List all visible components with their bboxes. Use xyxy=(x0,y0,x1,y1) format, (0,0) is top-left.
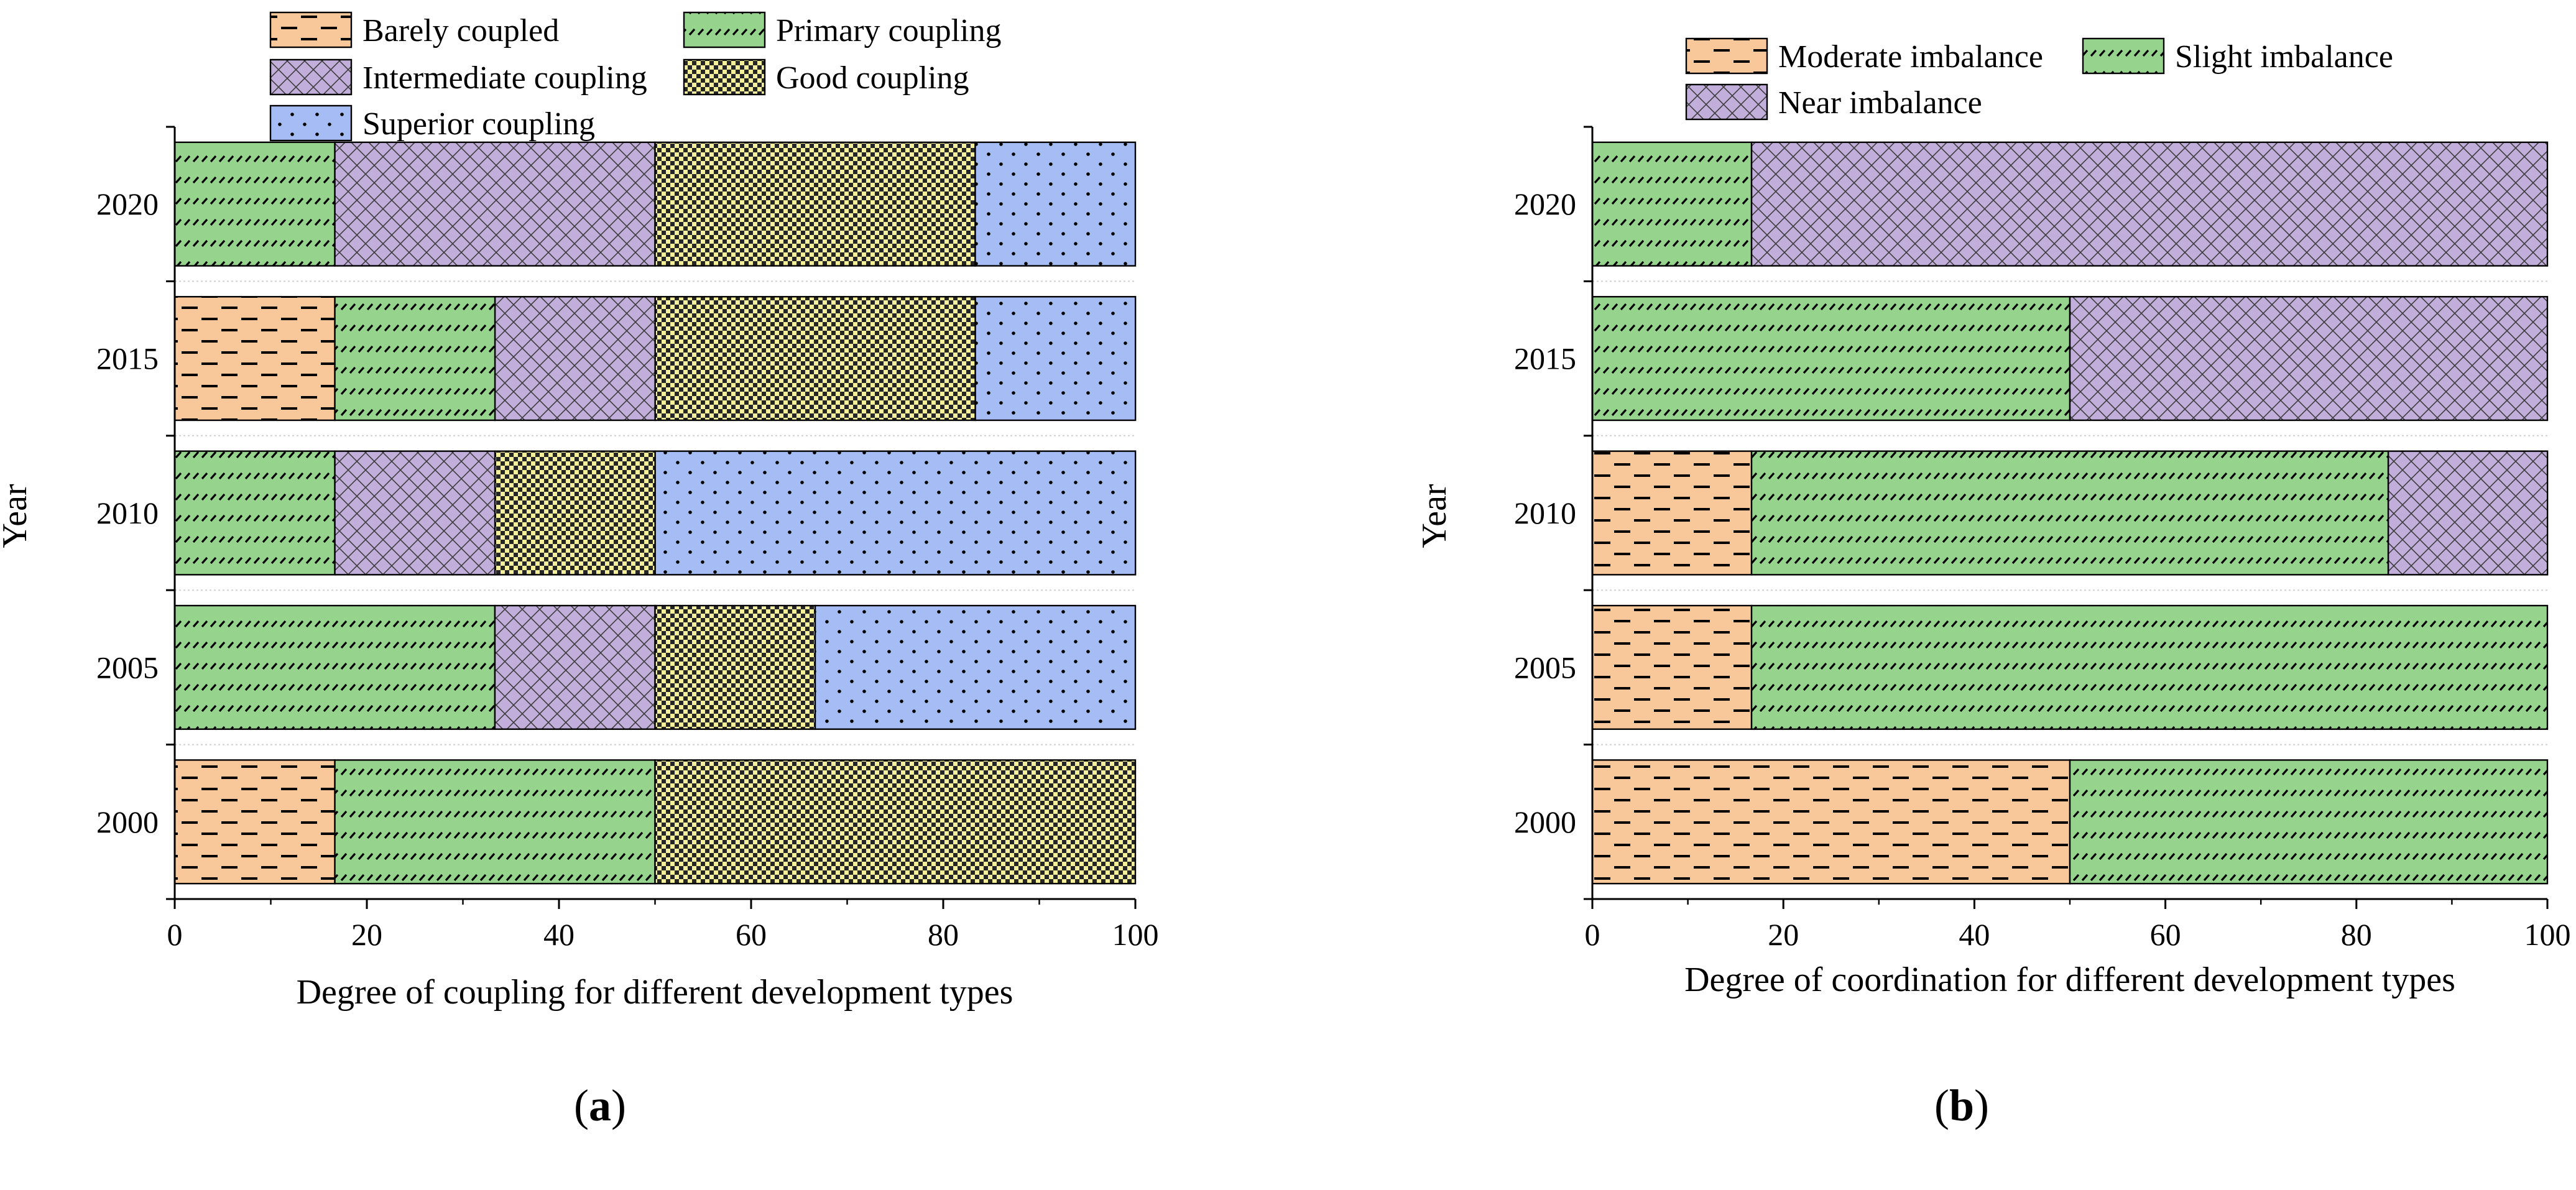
x-tick-label-40: 40 xyxy=(543,917,575,952)
legend-swatch-slight-imbalance xyxy=(2082,37,2165,75)
x-tick-label-40: 40 xyxy=(1959,917,1990,952)
legend-label-near-imbalance: Near imbalance xyxy=(1778,85,1982,121)
x-tick-label-20: 20 xyxy=(351,917,382,952)
legend-label-moderate-imbalance: Moderate imbalance xyxy=(1778,39,2043,75)
x-tick-label-20: 20 xyxy=(1768,917,1799,952)
legend: Barely coupled Primary coupling Intermedia… xyxy=(269,11,1002,142)
bar-primary-coupling-2020 xyxy=(173,141,336,267)
y-axis-title: Year xyxy=(0,484,34,548)
bar-intermediate-coupling-2005 xyxy=(494,604,656,730)
legend-swatch-barely-coupled xyxy=(269,11,353,48)
y-tick-label-2010: 2010 xyxy=(1514,496,1576,530)
bar-intermediate-coupling-2020 xyxy=(334,141,656,267)
legend-swatch-moderate-imbalance xyxy=(1685,37,1768,75)
y-tick-label-2020: 2020 xyxy=(96,187,159,221)
y-tick-label-2020: 2020 xyxy=(1514,187,1576,221)
legend-swatch-near-imbalance xyxy=(1685,83,1768,121)
bar-barely-coupled-2000 xyxy=(173,759,336,885)
bar-intermediate-coupling-2015 xyxy=(494,296,656,422)
bar-primary-coupling-2005 xyxy=(173,604,496,730)
legend-label-barely-coupled: Barely coupled xyxy=(362,13,559,48)
legend-label-superior-coupling: Superior coupling xyxy=(362,106,595,142)
y-tick-label-2005: 2005 xyxy=(96,650,159,685)
bar-good-coupling-2000 xyxy=(654,759,1137,885)
legend-swatch-good-coupling xyxy=(683,58,766,96)
x-tick-label-100: 100 xyxy=(2524,917,2571,952)
legend-label-good-coupling: Good coupling xyxy=(776,60,969,96)
bar-primary-coupling-2000 xyxy=(334,759,656,885)
y-tick-label-2000: 2000 xyxy=(1514,805,1576,839)
legend-label-intermediate-coupling: Intermediate coupling xyxy=(362,60,647,96)
y-tick-label-2015: 2015 xyxy=(1514,341,1576,376)
bar-barely-coupled-2015 xyxy=(173,296,336,422)
x-tick-label-60: 60 xyxy=(736,917,767,952)
bar-superior-coupling-2010 xyxy=(654,450,1137,576)
x-tick-label-80: 80 xyxy=(2341,917,2372,952)
bar-moderate-imbalance-2010 xyxy=(1591,450,1753,576)
x-axis-title: Degree of coupling for different develop… xyxy=(297,973,1013,1012)
y-axis-title: Year xyxy=(1415,484,1454,548)
bar-slight-imbalance-2010 xyxy=(1750,450,2389,576)
y-tick-label-2005: 2005 xyxy=(1514,650,1576,685)
bar-near-imbalance-2015 xyxy=(2069,296,2549,422)
bar-good-coupling-2005 xyxy=(654,604,816,730)
bar-good-coupling-2020 xyxy=(654,141,976,267)
y-tick-label-2010: 2010 xyxy=(96,496,159,530)
bar-slight-imbalance-2020 xyxy=(1591,141,1753,267)
x-tick-label-0: 0 xyxy=(167,917,183,952)
bar-superior-coupling-2015 xyxy=(974,296,1137,422)
panel-label: (a) xyxy=(574,1081,626,1130)
chart-panel-b: 2000 2005 2010 2015 2020 0 20 40 60 80 100 Year Degr… xyxy=(1415,37,2571,1130)
legend-swatch-superior-coupling xyxy=(269,104,353,142)
bar-near-imbalance-2010 xyxy=(2387,450,2549,576)
panel-label: (b) xyxy=(1934,1081,1989,1130)
bar-good-coupling-2015 xyxy=(654,296,976,422)
legend-swatch-intermediate-coupling xyxy=(269,58,353,96)
bar-primary-coupling-2010 xyxy=(173,450,336,576)
bar-slight-imbalance-2015 xyxy=(1591,296,2071,422)
bar-intermediate-coupling-2010 xyxy=(334,450,496,576)
chart-panel-a: 2000 2005 2010 2015 2020 0 20 40 60 80 100 Year Degr… xyxy=(0,11,1159,1130)
x-tick-label-0: 0 xyxy=(1585,917,1600,952)
bar-superior-coupling-2005 xyxy=(814,604,1137,730)
y-tick-label-2000: 2000 xyxy=(96,805,159,839)
bar-near-imbalance-2020 xyxy=(1750,141,2549,267)
legend-swatch-primary-coupling xyxy=(683,11,766,48)
legend: Moderate imbalance Slight imbalance Near i… xyxy=(1685,37,2393,121)
bar-moderate-imbalance-2005 xyxy=(1591,604,1753,730)
legend-label-slight-imbalance: Slight imbalance xyxy=(2175,39,2393,75)
bar-slight-imbalance-2005 xyxy=(1750,604,2549,730)
y-tick-label-2015: 2015 xyxy=(96,341,159,376)
legend-label-primary-coupling: Primary coupling xyxy=(776,13,1002,48)
bar-slight-imbalance-2000 xyxy=(2069,759,2549,885)
bar-good-coupling-2010 xyxy=(494,450,656,576)
x-tick-label-100: 100 xyxy=(1112,917,1159,952)
bar-superior-coupling-2020 xyxy=(974,141,1137,267)
x-tick-label-80: 80 xyxy=(928,917,959,952)
bar-moderate-imbalance-2000 xyxy=(1591,759,2071,885)
x-axis-title: Degree of coordination for different dev… xyxy=(1684,961,2455,999)
bar-primary-coupling-2015 xyxy=(334,296,496,422)
x-tick-label-60: 60 xyxy=(2150,917,2181,952)
